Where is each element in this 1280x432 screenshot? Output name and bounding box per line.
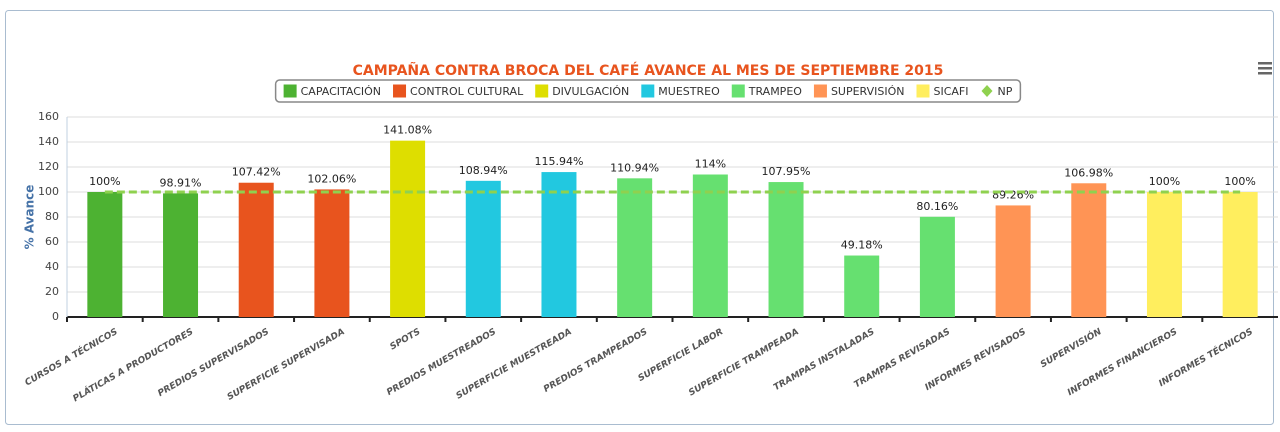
data-label: 114% <box>695 158 726 171</box>
data-label: 49.18% <box>841 239 883 252</box>
y-tick-label: 0 <box>52 310 59 323</box>
bar <box>87 192 123 317</box>
bar <box>995 205 1031 317</box>
legend-label: NP <box>998 85 1013 98</box>
legend-item: CONTROL CULTURAL <box>393 84 524 98</box>
bar <box>919 216 955 317</box>
bar <box>314 189 350 317</box>
legend-label: DIVULGACIÓN <box>552 85 629 98</box>
data-label: 108.94% <box>459 164 508 177</box>
bar <box>541 172 577 317</box>
y-tick-label: 60 <box>45 235 59 248</box>
bar <box>617 178 653 317</box>
data-label: 102.06% <box>307 172 356 185</box>
legend-symbol <box>641 84 655 98</box>
data-label: 115.94% <box>534 155 583 168</box>
bar <box>465 180 501 317</box>
bar <box>768 182 804 317</box>
data-label: 141.08% <box>383 124 432 137</box>
bar <box>163 193 199 317</box>
data-label: 80.16% <box>916 200 958 213</box>
y-tick-label: 100 <box>38 185 59 198</box>
bar <box>692 174 728 317</box>
y-tick-label: 140 <box>38 135 59 148</box>
data-label: 107.95% <box>762 165 811 178</box>
y-tick-label: 40 <box>45 260 59 273</box>
bar <box>844 255 880 317</box>
chart-title: CAMPAÑA CONTRA BROCA DEL CAFÉ AVANCE AL … <box>353 62 944 79</box>
data-label: 106.98% <box>1064 166 1113 179</box>
y-axis-label: % Avance <box>23 185 37 250</box>
menu-button[interactable] <box>1258 62 1272 75</box>
y-tick-label: 80 <box>45 210 59 223</box>
legend-item: NP <box>981 85 1013 98</box>
legend-item: CAPACITACIÓN <box>283 84 381 98</box>
y-tick-label: 20 <box>45 285 59 298</box>
legend-item: SUPERVISIÓN <box>813 84 905 98</box>
legend-symbol <box>981 85 993 97</box>
data-label: 89.26% <box>992 188 1034 201</box>
legend-label: MUESTREO <box>658 85 720 98</box>
legend: CAPACITACIÓN CONTROL CULTURAL DIVULGACIÓN M… <box>274 79 1022 103</box>
bar <box>1146 192 1182 317</box>
legend-symbol <box>916 84 930 98</box>
legend-label: TRAMPEO <box>748 85 803 98</box>
legend-label: SICAFI <box>933 85 968 98</box>
data-label: 110.94% <box>610 161 659 174</box>
bar <box>238 182 274 317</box>
data-label: 98.91% <box>160 176 202 189</box>
legend-item: DIVULGACIÓN <box>535 84 629 98</box>
legend-item: SICAFI <box>916 84 969 98</box>
legend-symbol <box>731 84 745 98</box>
legend-label: SUPERVISIÓN <box>831 85 905 98</box>
legend-symbol <box>393 84 407 98</box>
data-label: 100% <box>1224 175 1255 188</box>
legend-symbol <box>283 84 297 98</box>
legend-label: CAPACITACIÓN <box>301 85 381 98</box>
legend-label: CONTROL CULTURAL <box>410 85 524 98</box>
data-label: 100% <box>1149 175 1180 188</box>
y-tick-label: 160 <box>38 110 59 123</box>
data-label: 107.42% <box>232 166 281 179</box>
legend-symbol <box>813 84 827 98</box>
legend-item: MUESTREO <box>641 84 720 98</box>
bar <box>390 140 426 317</box>
data-label: 100% <box>89 175 120 188</box>
bar <box>1071 183 1107 317</box>
legend-item: TRAMPEO <box>731 84 803 98</box>
y-tick-label: 120 <box>38 160 59 173</box>
legend-symbol <box>535 84 549 98</box>
bar <box>1222 192 1258 317</box>
